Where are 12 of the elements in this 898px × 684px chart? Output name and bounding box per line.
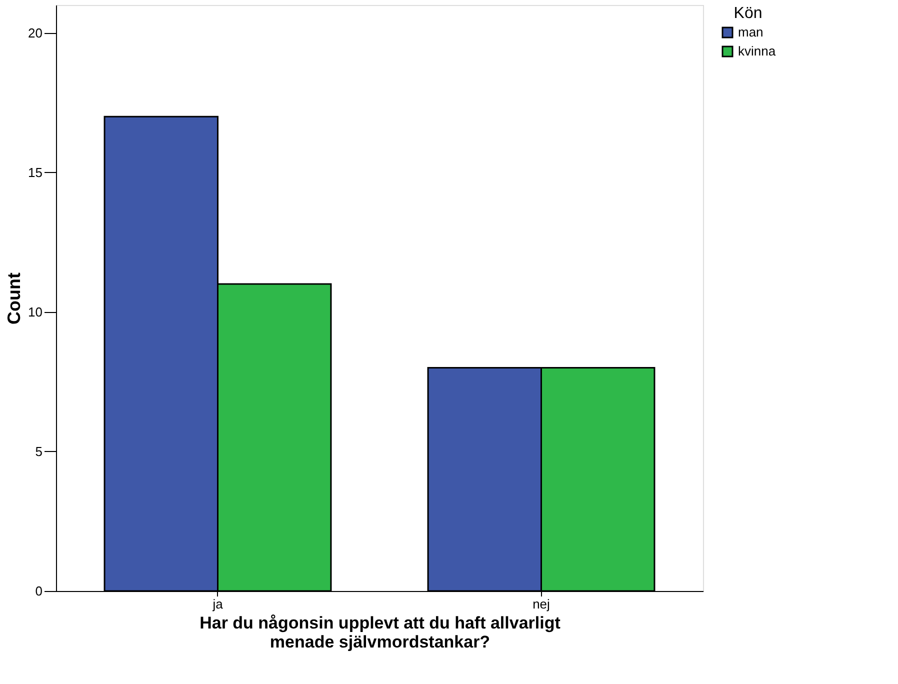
y-tick-label: 5 [35, 444, 42, 459]
x-tick-label: ja [212, 596, 224, 612]
legend-label: man [738, 24, 764, 40]
x-tick-label: nej [532, 596, 550, 612]
legend-title: Kön [734, 5, 762, 22]
x-axis-title: Har du någonsin upplevt att du haft allvarligt menade självmordstankar? [200, 614, 561, 652]
y-tick-label: 20 [28, 25, 42, 40]
y-axis-title: Count [4, 272, 24, 324]
y-tick-label: 10 [28, 304, 42, 320]
legend-label: kvinna [738, 44, 776, 58]
y-tick-label: 0 [35, 584, 42, 598]
y-tick-label: 15 [28, 164, 42, 180]
